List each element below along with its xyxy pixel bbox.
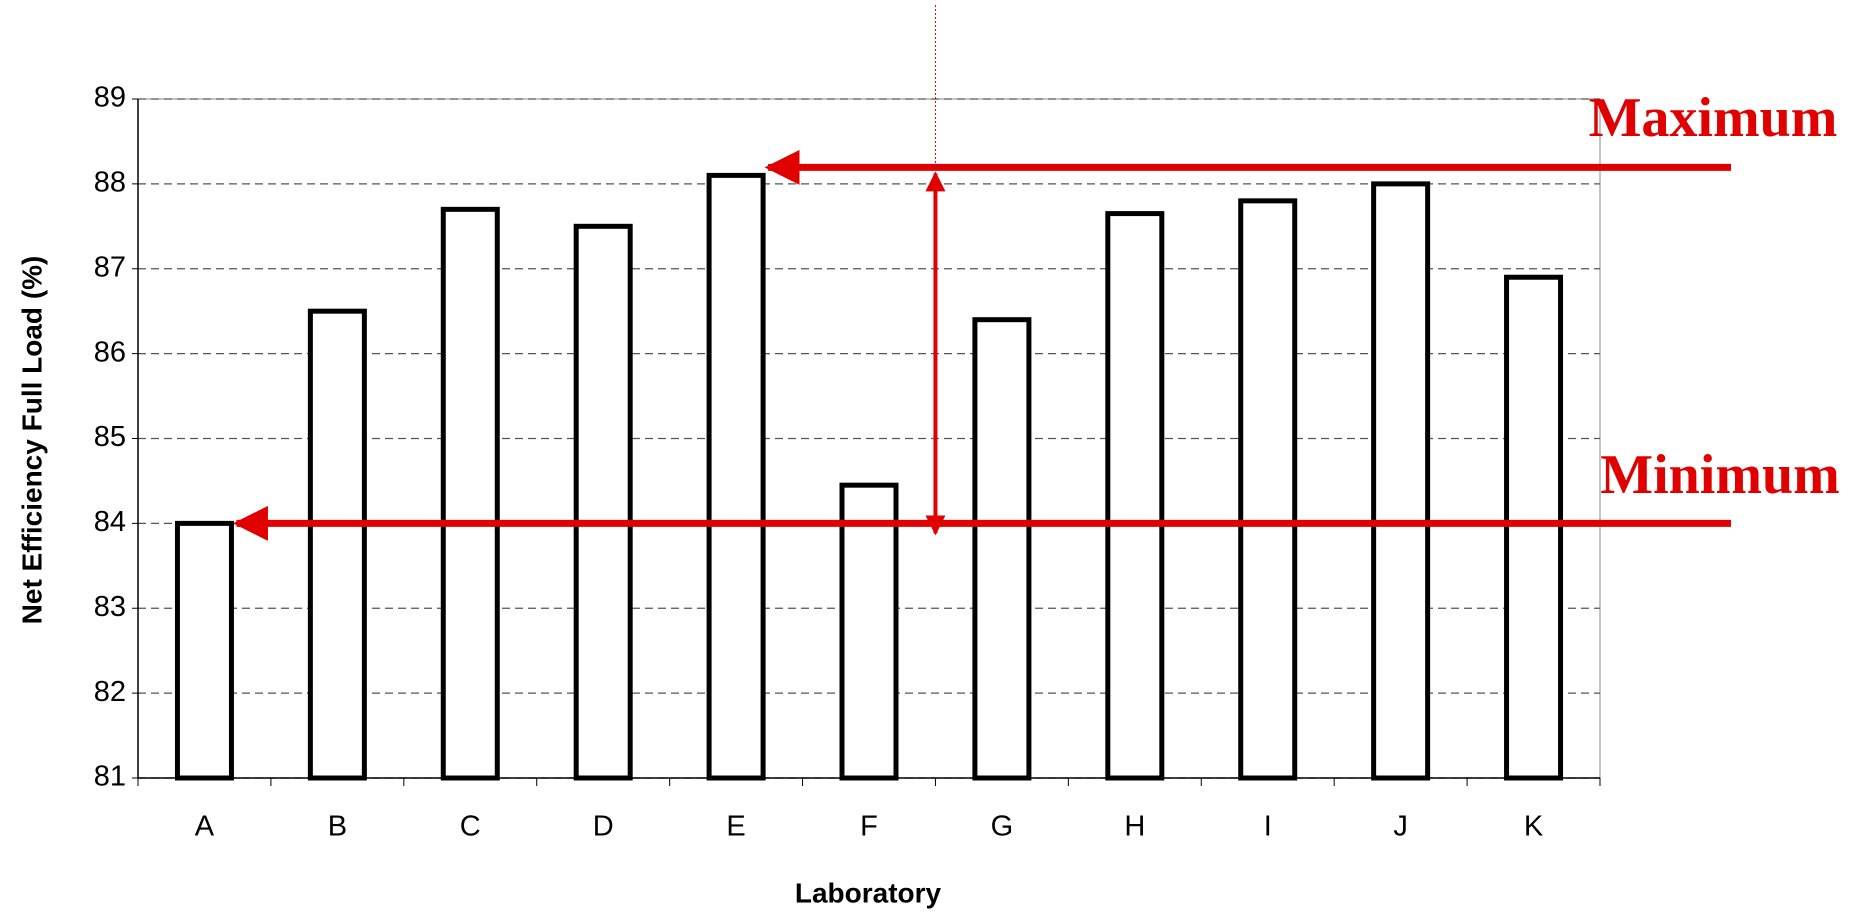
bar [177, 523, 231, 778]
y-tick-label: 87 [94, 251, 126, 283]
bar [842, 485, 896, 778]
x-tick-label: B [328, 811, 347, 843]
x-axis-title: Laboratory [795, 877, 942, 908]
chart: Laboratory Net Efficiency Full Load (%) … [0, 0, 1869, 913]
x-tick-label: F [860, 811, 878, 843]
max-label: Maximum [1589, 87, 1838, 149]
bar [1241, 201, 1295, 778]
bar [1108, 214, 1162, 778]
x-tick-label: H [1124, 811, 1145, 843]
y-tick-label: 86 [94, 336, 126, 368]
min-label: Minimum [1600, 444, 1840, 506]
y-tick-label: 88 [94, 167, 126, 199]
y-tick-label: 85 [94, 421, 126, 453]
bar [975, 320, 1029, 778]
x-tick-label: J [1393, 811, 1408, 843]
x-tick-label: G [991, 811, 1014, 843]
y-tick-label: 82 [94, 676, 126, 708]
x-tick-label: I [1264, 811, 1272, 843]
y-tick-label: 84 [94, 506, 126, 538]
bar [1374, 184, 1428, 778]
x-tick-label: E [726, 811, 745, 843]
y-tick-label: 83 [94, 591, 126, 623]
y-axis-title: Net Efficiency Full Load (%) [16, 256, 47, 625]
bar [443, 209, 497, 778]
y-tick-label: 89 [94, 82, 126, 114]
x-tick-label: A [195, 811, 215, 843]
x-tick-label: D [593, 811, 614, 843]
bar [576, 226, 630, 778]
bar [709, 175, 763, 778]
y-tick-label: 81 [94, 761, 126, 793]
x-tick-label: K [1524, 811, 1544, 843]
bar [1507, 277, 1561, 778]
bar [310, 311, 364, 778]
x-tick-label: C [460, 811, 481, 843]
